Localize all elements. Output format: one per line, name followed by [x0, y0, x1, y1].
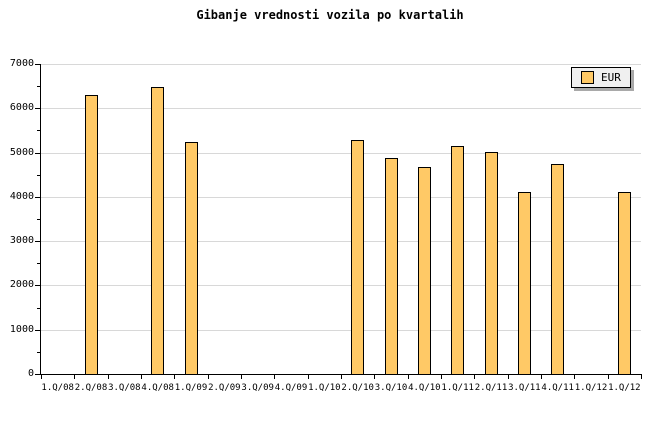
y-axis-minor-tick	[37, 352, 41, 353]
x-axis-label: 3.Q/10	[374, 383, 408, 393]
y-axis-major-tick	[35, 153, 41, 154]
eur-series-swatch-icon	[581, 71, 594, 84]
y-axis-label: 5000	[9, 147, 34, 158]
y-axis-label: 6000	[9, 102, 34, 113]
gridline	[41, 153, 641, 154]
bar	[517, 192, 531, 374]
y-axis-minor-tick	[37, 175, 41, 176]
y-axis-major-tick	[35, 108, 41, 109]
x-axis-tick	[241, 374, 242, 379]
x-axis-label: 4.Q/10	[408, 383, 441, 393]
x-axis-tick	[74, 374, 75, 379]
x-axis-tick	[41, 374, 42, 379]
bar	[617, 192, 631, 374]
y-axis-major-tick	[35, 64, 41, 65]
x-axis-tick	[274, 374, 275, 379]
x-axis-label: 2.Q/11	[474, 383, 508, 393]
y-axis-minor-tick	[37, 263, 41, 264]
y-axis-minor-tick	[37, 308, 41, 309]
gridline	[41, 241, 641, 242]
bar	[84, 95, 98, 374]
bar	[417, 166, 431, 374]
y-axis-major-tick	[35, 241, 41, 242]
y-axis-minor-tick	[37, 130, 41, 131]
x-axis-label: 1.Q/10	[308, 383, 341, 393]
y-axis-label: 2000	[9, 279, 34, 290]
x-axis-tick	[574, 374, 575, 379]
legend-label: EUR	[601, 71, 621, 84]
x-axis-tick	[208, 374, 209, 379]
x-axis-tick	[608, 374, 609, 379]
x-axis-tick	[541, 374, 542, 379]
bar	[184, 142, 198, 374]
plot-area: 0 1000 2000 3000 4000 5000 6000 7000 1.Q/08 2.Q/0…	[10, 58, 642, 393]
y-axis-label: 4000	[9, 191, 34, 202]
x-axis-label: 4.Q/09	[274, 383, 308, 393]
x-axis-label: 1.Q/09	[174, 383, 208, 393]
x-axis-label: 1.Q/08	[41, 383, 74, 393]
x-axis-label: 3.Q/09	[241, 383, 274, 393]
x-axis-label: 1.Q/11	[441, 383, 474, 393]
x-axis-label: 4.Q/11	[541, 383, 574, 393]
bar	[551, 164, 565, 374]
x-axis-tick	[141, 374, 142, 379]
y-axis-major-tick	[35, 285, 41, 286]
x-axis-tick	[474, 374, 475, 379]
x-axis-label: 1.Q/12	[608, 383, 641, 393]
x-axis-label: 2.Q/08	[74, 383, 108, 393]
x-axis-tick	[308, 374, 309, 379]
y-axis-label: 1000	[9, 324, 34, 335]
gridline	[41, 64, 641, 65]
x-axis-label: 2.Q/10	[341, 383, 374, 393]
gridline	[41, 330, 641, 331]
x-axis-tick	[408, 374, 409, 379]
y-axis-major-tick	[35, 374, 41, 375]
bar	[451, 145, 465, 374]
x-axis-tick	[374, 374, 375, 379]
x-axis-label: 4.Q/08	[141, 383, 174, 393]
y-axis-label: 7000	[9, 58, 34, 69]
gridline	[41, 108, 641, 109]
x-axis-tick	[108, 374, 109, 379]
x-axis-label: 3.Q/08	[108, 383, 141, 393]
gridline	[41, 197, 641, 198]
y-axis-minor-tick	[37, 86, 41, 87]
x-axis-tick	[341, 374, 342, 379]
x-axis-label: 3.Q/11	[508, 383, 541, 393]
y-axis-minor-tick	[37, 219, 41, 220]
gridline	[41, 285, 641, 286]
y-axis-label: 3000	[9, 235, 34, 246]
legend-box: EUR	[571, 67, 631, 88]
bar	[484, 151, 498, 374]
x-axis-tick	[508, 374, 509, 379]
y-axis-major-tick	[35, 197, 41, 198]
x-axis-label: 1.Q/12	[574, 383, 608, 393]
chart-title: Gibanje vrednosti vozila po kvartalih	[196, 8, 464, 22]
y-axis-major-tick	[35, 330, 41, 331]
x-axis-tick	[174, 374, 175, 379]
x-axis-tick	[441, 374, 442, 379]
y-axis-label: 0	[27, 368, 34, 379]
bar	[151, 87, 165, 374]
x-axis-label: 2.Q/09	[208, 383, 241, 393]
bar	[351, 139, 365, 374]
x-axis-tick	[641, 374, 642, 379]
bar	[384, 157, 398, 374]
